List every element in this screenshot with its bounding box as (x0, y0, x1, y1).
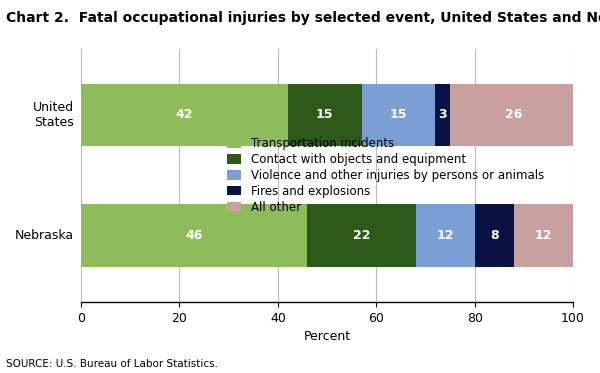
Text: 12: 12 (436, 229, 454, 242)
Text: 12: 12 (535, 229, 552, 242)
Legend: Transportation incidents, Contact with objects and equipment, Violence and other: Transportation incidents, Contact with o… (225, 134, 547, 216)
Bar (416, 204, 475, 267)
Bar (450, 84, 578, 146)
Text: 3: 3 (439, 109, 447, 121)
Text: 8: 8 (490, 229, 499, 242)
Bar (288, 84, 362, 146)
Bar (81, 84, 288, 146)
Text: 46: 46 (185, 229, 203, 242)
Text: SOURCE: U.S. Bureau of Labor Statistics.: SOURCE: U.S. Bureau of Labor Statistics. (6, 359, 218, 369)
Bar (436, 84, 450, 146)
Text: 22: 22 (353, 229, 370, 242)
X-axis label: Percent: Percent (304, 330, 350, 343)
Text: 15: 15 (389, 109, 407, 121)
Bar (307, 204, 416, 267)
Text: Chart 2.  Fatal occupational injuries by selected event, United States and Nebra: Chart 2. Fatal occupational injuries by … (6, 11, 600, 25)
Bar (475, 204, 514, 267)
Text: 26: 26 (505, 109, 523, 121)
Text: 15: 15 (316, 109, 334, 121)
Bar (362, 84, 436, 146)
Bar (81, 204, 307, 267)
Text: 42: 42 (176, 109, 193, 121)
Bar (514, 204, 573, 267)
